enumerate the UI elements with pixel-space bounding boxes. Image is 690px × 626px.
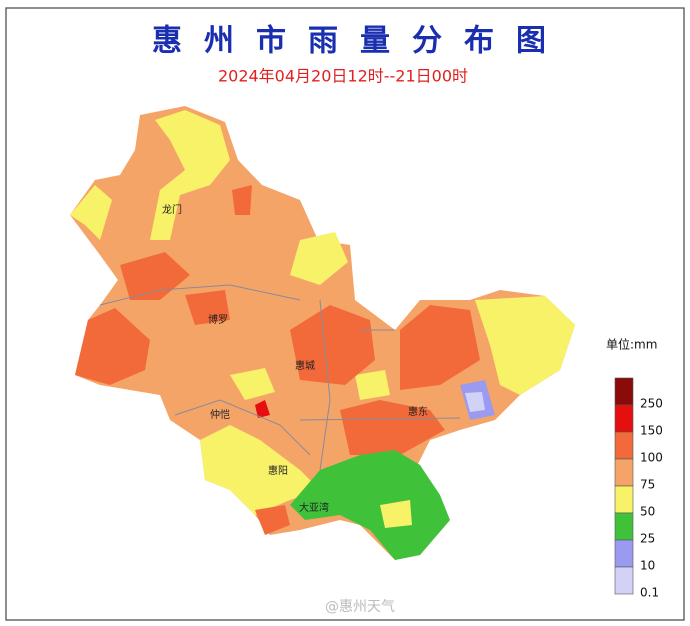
legend-swatch [614,485,634,514]
map-title: 惠州市雨量分布图 [152,24,568,59]
legend-swatch [614,458,634,487]
region-50-75 [150,110,230,240]
legend-label: 50 [640,505,655,519]
region-150-250 [255,400,270,418]
region-50-75 [230,368,275,400]
region-50-75 [200,425,320,515]
rainfall-map [70,106,575,560]
region-100-150 [255,505,290,535]
region-50-75 [380,500,412,528]
legend-label: 100 [640,451,663,465]
district-label: 龙门 [162,203,182,216]
legend-swatch [614,431,634,460]
legend-swatch [614,404,634,433]
district-label: 惠城 [295,359,315,372]
legend-label: 150 [640,424,663,438]
legend-unit: 单位:mm [606,337,657,352]
legend-label: 0.1 [640,586,659,600]
region-0-10 [465,392,485,412]
district-label: 大亚湾 [299,501,329,514]
legend-label: 250 [640,397,663,411]
district-boundary [99,284,461,471]
region-100-150 [400,305,480,390]
legend-swatch [614,377,634,406]
legend-label: 75 [640,478,655,492]
district-label: 惠阳 [268,464,288,477]
region-25-50 [290,450,450,560]
legend-swatch [614,566,634,595]
watermark: @惠州天气 [325,599,395,615]
region-50-75 [355,370,390,400]
region-50-75 [290,232,348,285]
region-100-150 [340,400,445,455]
legend-label: 10 [640,559,655,573]
region-100-150 [232,185,252,215]
region-100-150 [290,305,375,385]
legend: 250 150 100 75 50 25 10 0.1 [614,377,663,600]
district-label: 博罗 [208,313,228,326]
district-label: 惠东 [408,405,428,418]
region-100-150 [185,290,230,325]
region-50-75 [475,296,575,395]
legend-swatch [614,539,634,568]
legend-label: 25 [640,532,655,546]
legend-swatch [614,512,634,541]
district-label: 仲恺 [210,408,230,421]
region-100-150 [75,308,150,385]
region-50-75 [70,185,112,240]
map-subtitle: 2024年04月20日12时--21日00时 [218,67,468,86]
region-100-150 [120,252,190,300]
